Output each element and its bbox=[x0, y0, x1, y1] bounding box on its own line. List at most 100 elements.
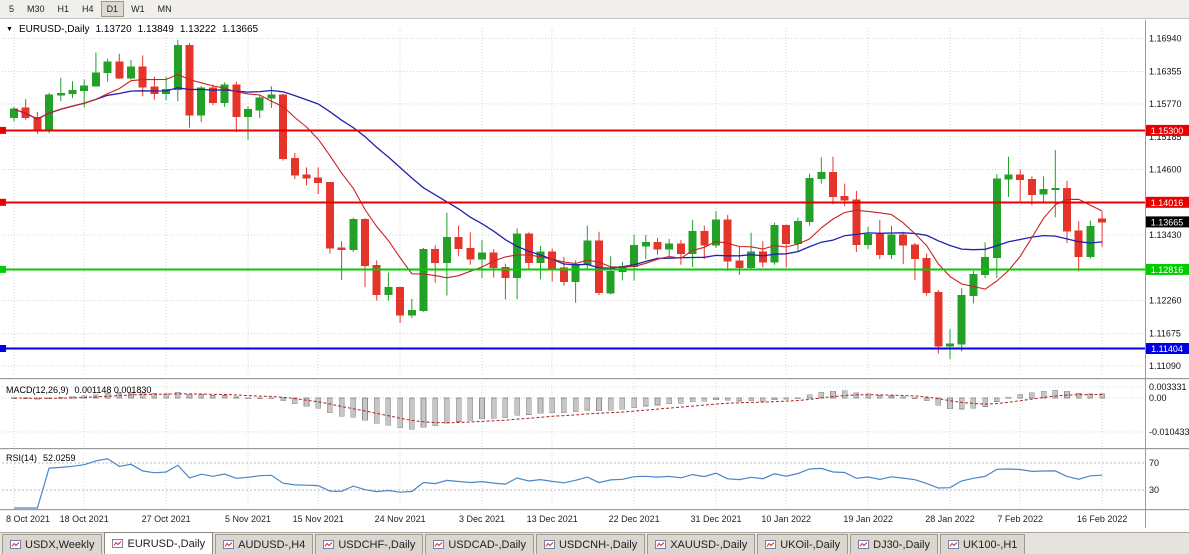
candle bbox=[957, 288, 966, 352]
chart-tab-dj30-daily[interactable]: DJ30-,Daily bbox=[850, 534, 938, 554]
macd-histogram-bar bbox=[233, 396, 240, 399]
candle bbox=[115, 53, 124, 79]
chart-tab-usdx-weekly[interactable]: USDX,Weekly bbox=[2, 534, 103, 554]
tab-label: DJ30-,Daily bbox=[873, 538, 930, 551]
price-tag-1.12816[interactable]: 1.12816 bbox=[1146, 263, 1189, 275]
candle bbox=[255, 95, 264, 119]
candle bbox=[922, 253, 931, 296]
macd-histogram-bar bbox=[724, 397, 731, 401]
price-tag-1.13665[interactable]: 1.13665 bbox=[1146, 216, 1189, 227]
macd-histogram-bar bbox=[935, 397, 942, 406]
chart-tab-usdcad-daily[interactable]: USDCAD-,Daily bbox=[425, 534, 534, 554]
candle bbox=[1063, 180, 1071, 243]
candle bbox=[1039, 176, 1048, 202]
chart-tab-usdcnh-daily[interactable]: USDCNH-,Daily bbox=[535, 534, 646, 554]
macd-histogram-bar bbox=[256, 397, 263, 400]
macd-histogram-bar bbox=[841, 390, 848, 399]
candle bbox=[805, 173, 814, 226]
chart-tab-xauusd-daily[interactable]: XAUUSD-,Daily bbox=[647, 534, 756, 554]
price-axis-label: 1.16355 bbox=[1149, 66, 1182, 76]
timeframe-button-d1[interactable]: D1 bbox=[100, 1, 125, 17]
candle bbox=[1016, 169, 1025, 204]
candle bbox=[1004, 156, 1013, 197]
macd-histogram-bar bbox=[280, 397, 286, 402]
price-axis-label: 1.16940 bbox=[1149, 34, 1182, 44]
hline-layer[interactable] bbox=[0, 126, 1145, 352]
macd-histogram-bar bbox=[584, 397, 591, 411]
candle bbox=[887, 225, 896, 260]
macd-histogram-bar bbox=[1017, 393, 1024, 399]
date-axis-label: 22 Dec 2021 bbox=[609, 514, 660, 524]
timeframe-button-h1[interactable]: H1 bbox=[57, 4, 70, 14]
candle bbox=[864, 226, 873, 250]
chart-tab-usdchf-daily[interactable]: USDCHF-,Daily bbox=[315, 534, 424, 554]
macd-histogram-bar bbox=[525, 397, 532, 415]
macd-histogram-bar bbox=[572, 397, 579, 413]
candle bbox=[606, 256, 615, 295]
candle bbox=[735, 246, 744, 275]
candle bbox=[747, 232, 756, 271]
macd-histogram-bar bbox=[947, 397, 953, 409]
date-axis-label: 28 Jan 2022 bbox=[925, 514, 975, 524]
macd-histogram-bar bbox=[1075, 393, 1082, 399]
macd-histogram-bar bbox=[736, 397, 743, 402]
candle bbox=[384, 272, 393, 301]
macd-histogram-bar bbox=[1052, 389, 1059, 399]
candle bbox=[197, 86, 206, 122]
macd-histogram-bar bbox=[619, 397, 626, 410]
macd-histogram-bar bbox=[900, 396, 907, 399]
macd-histogram-bar bbox=[876, 395, 883, 399]
candle bbox=[150, 76, 159, 100]
date-axis-label: 27 Oct 2021 bbox=[142, 514, 191, 524]
macd-histogram-bar bbox=[596, 397, 602, 411]
candle bbox=[688, 220, 697, 267]
candle bbox=[314, 167, 323, 195]
macd-histogram-bar bbox=[678, 397, 684, 404]
macd-histogram-bar bbox=[537, 397, 544, 414]
candle bbox=[1098, 211, 1107, 247]
svg-text:1.13665: 1.13665 bbox=[1151, 217, 1184, 227]
chart-tab-eurusd-daily[interactable]: EURUSD-,Daily bbox=[104, 532, 214, 554]
chart-tab-ukoil-daily[interactable]: UKOil-,Daily bbox=[757, 534, 849, 554]
timeframe-button-m30[interactable]: M30 bbox=[27, 4, 45, 14]
candle bbox=[372, 260, 381, 301]
candle bbox=[91, 52, 100, 87]
candle bbox=[208, 84, 217, 106]
chart-icon bbox=[947, 540, 959, 549]
date-axis-label: 19 Jan 2022 bbox=[843, 514, 893, 524]
chart-tab-uk100-h1[interactable]: UK100-,H1 bbox=[939, 534, 1026, 554]
price-tag-1.11404[interactable]: 1.11404 bbox=[1146, 343, 1189, 354]
macd-axis-label: 0.00 bbox=[1149, 393, 1167, 403]
macd-histogram-bar bbox=[689, 397, 696, 403]
candle bbox=[56, 77, 65, 102]
chart-tab-audusd-h4[interactable]: AUDUSD-,H4 bbox=[215, 534, 314, 554]
panel-separators[interactable] bbox=[0, 378, 1189, 512]
macd-axis-label: -0.010433 bbox=[1149, 427, 1189, 437]
symbol-dropdown-icon[interactable]: ▼ bbox=[6, 26, 13, 33]
price-tags[interactable]: 1.15300 1.14016 1.12816 1.11404 1.13665 bbox=[1146, 124, 1189, 354]
timeframe-button-5[interactable]: 5 bbox=[9, 4, 15, 14]
macd-histogram-bar bbox=[514, 397, 520, 416]
chart-icon bbox=[655, 540, 667, 549]
price-axis-label: 1.13430 bbox=[1149, 230, 1182, 240]
svg-text:1.12816: 1.12816 bbox=[1151, 265, 1184, 275]
chart-canvas[interactable]: 1.16940 1.16355 1.15770 1.15185 1.14600 1.134… bbox=[0, 20, 1189, 532]
candle bbox=[325, 181, 334, 254]
timeframe-button-h4[interactable]: H4 bbox=[82, 4, 94, 14]
chart-icon bbox=[10, 540, 21, 549]
price-tag-1.15300[interactable]: 1.15300 bbox=[1146, 124, 1189, 136]
timeframe-button-mn[interactable]: MN bbox=[157, 4, 172, 14]
candle bbox=[852, 190, 861, 252]
candle bbox=[700, 225, 709, 260]
macd-signal-line bbox=[13, 393, 1103, 424]
price-tag-1.14016[interactable]: 1.14016 bbox=[1146, 196, 1189, 208]
candles-layer bbox=[10, 39, 1107, 360]
chart-icon bbox=[323, 540, 335, 549]
rsi-axis-label: 70 bbox=[1149, 458, 1159, 468]
candle bbox=[361, 218, 369, 288]
candle bbox=[337, 241, 346, 280]
candle bbox=[665, 239, 674, 257]
candle bbox=[583, 225, 592, 270]
timeframe-button-w1[interactable]: W1 bbox=[131, 4, 145, 14]
candle bbox=[431, 245, 440, 283]
